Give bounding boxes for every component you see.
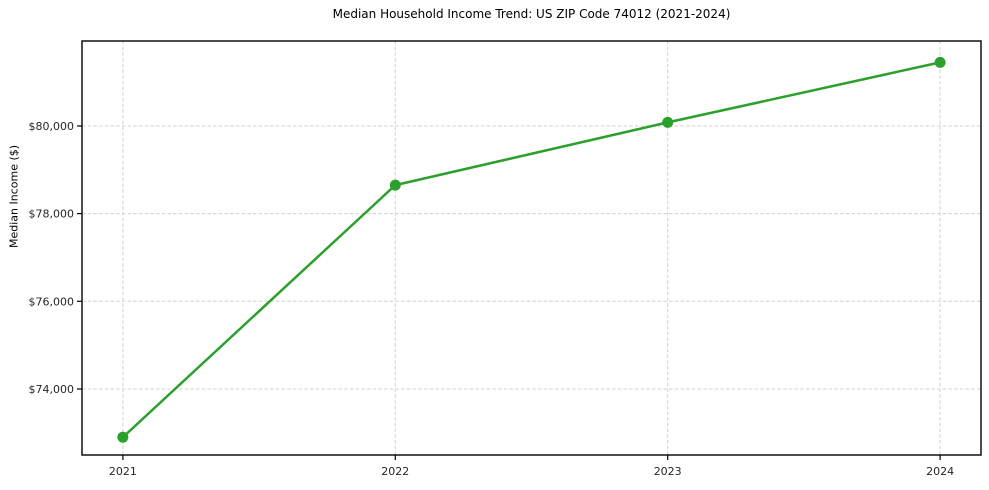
data-point-2024 [934,56,946,68]
y-tick-label: $80,000 [29,120,75,133]
x-tick-label: 2022 [381,465,409,478]
x-tick-label: 2021 [109,465,137,478]
chart-title: Median Household Income Trend: US ZIP Co… [332,7,731,21]
y-tick-label: $74,000 [29,383,75,396]
data-point-2021 [117,431,129,443]
data-point-2022 [389,179,401,191]
data-point-2023 [662,116,674,128]
plot-border [81,40,982,456]
x-tick-label: 2024 [926,465,954,478]
y-tick-label: $78,000 [29,208,75,221]
trend-line [121,61,942,439]
y-tick-label: $76,000 [29,295,75,308]
x-tick-label: 2023 [654,465,682,478]
